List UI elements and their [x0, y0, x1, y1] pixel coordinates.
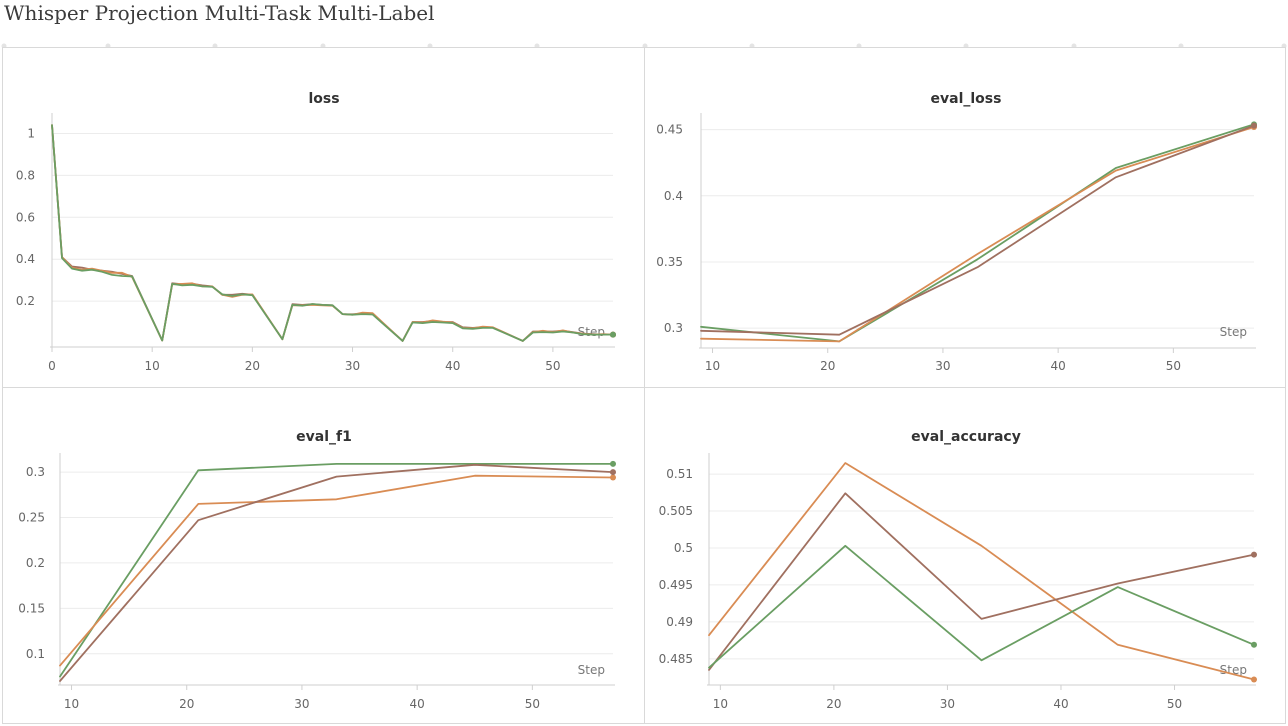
eval-f1-ytick-label: 0.1	[26, 647, 45, 661]
eval-f1-ytick-label: 0.15	[18, 601, 45, 615]
loss-series-line[interactable]	[51, 124, 614, 342]
loss-series-line[interactable]	[51, 124, 614, 342]
eval-loss-series-line[interactable]	[700, 124, 1255, 336]
eval-accuracy-ytick-label: 0.51	[666, 467, 693, 481]
chart-eval-f1: eval_f1 0.1 0.15 0.2 0.25 0.3 10 20 30 40 50 Step	[18, 429, 616, 711]
eval-accuracy-xtick-label: 10	[713, 697, 728, 711]
eval-loss-ytick-label: 0.4	[664, 189, 683, 203]
eval-accuracy-series-line[interactable]	[708, 462, 1255, 681]
eval-f1-xtick-label: 40	[410, 697, 425, 711]
eval-f1-xlabel: Step	[578, 663, 605, 677]
chart-eval-accuracy: eval_accuracy 0.485 0.49 0.495 0.5 0.505 0.51 1…	[659, 429, 1257, 711]
eval-accuracy-ytick-label: 0.495	[659, 578, 693, 592]
loss-ytick-label: 0.2	[16, 294, 35, 308]
eval-loss-xtick-label: 40	[1051, 359, 1066, 373]
eval-loss-ytick-label: 0.45	[656, 123, 683, 137]
loss-xtick-label: 10	[145, 359, 160, 373]
eval-accuracy-xtick-label: 50	[1167, 697, 1182, 711]
eval-loss-ytick-label: 0.35	[656, 255, 683, 269]
eval-f1-xtick-label: 50	[525, 697, 540, 711]
eval-accuracy-xtick-label: 30	[940, 697, 955, 711]
loss-ytick-label: 1	[27, 126, 35, 140]
panel-eval-f1[interactable]: eval_f1 0.1 0.15 0.2 0.25 0.3 10 20 30 40 50 Step	[2, 387, 645, 724]
eval-accuracy-ytick-label: 0.49	[666, 615, 693, 629]
eval-f1-xtick-label: 20	[179, 697, 194, 711]
eval-loss-series-line[interactable]	[700, 123, 1255, 343]
eval-f1-series-endpoint[interactable]	[610, 460, 616, 467]
loss-title: loss	[308, 91, 339, 107]
loss-xtick-label: 20	[245, 359, 260, 373]
page-title: Whisper Projection Multi-Task Multi-Labe…	[4, 1, 435, 25]
panel-eval-accuracy[interactable]: eval_accuracy 0.485 0.49 0.495 0.5 0.505 0.51 1…	[644, 387, 1286, 724]
eval-f1-ytick-label: 0.3	[26, 465, 45, 479]
loss-xlabel: Step	[578, 325, 605, 339]
eval-f1-title: eval_f1	[296, 429, 352, 445]
eval-f1-ytick-label: 0.2	[26, 556, 45, 570]
eval-accuracy-ytick-label: 0.505	[659, 504, 693, 518]
loss-xtick-label: 30	[345, 359, 360, 373]
loss-series-endpoint[interactable]	[610, 331, 616, 338]
eval-accuracy-xtick-label: 20	[826, 697, 841, 711]
panel-eval-loss[interactable]: eval_loss 0.3 0.35 0.4 0.45 10 20 30 40 50 Step	[644, 47, 1286, 388]
loss-ytick-label: 0.6	[16, 210, 35, 224]
eval-loss-xtick-label: 50	[1166, 359, 1181, 373]
panel-loss[interactable]: loss 0.2 0.4 0.6 0.8 1 0 10 20 30 40 50 Step	[2, 47, 645, 388]
eval-f1-series-line[interactable]	[59, 463, 614, 678]
chart-eval-loss: eval_loss 0.3 0.35 0.4 0.45 10 20 30 40 50 Step	[656, 91, 1257, 373]
eval-f1-series-line[interactable]	[59, 474, 614, 667]
eval-f1-ytick-label: 0.25	[18, 511, 45, 525]
eval-accuracy-series-endpoint[interactable]	[1251, 641, 1257, 648]
eval-f1-series-endpoint[interactable]	[610, 474, 616, 481]
loss-xtick-label: 40	[445, 359, 460, 373]
loss-xtick-label: 50	[545, 359, 560, 373]
eval-accuracy-series-line[interactable]	[708, 492, 1255, 671]
loss-xtick-label: 0	[48, 359, 56, 373]
loss-series-line[interactable]	[51, 124, 614, 342]
loss-ytick-label: 0.4	[16, 252, 35, 266]
eval-loss-xtick-label: 20	[820, 359, 835, 373]
eval-f1-series-endpoint[interactable]	[610, 469, 616, 476]
eval-accuracy-series-endpoint[interactable]	[1251, 676, 1257, 683]
eval-loss-series-endpoint[interactable]	[1251, 122, 1257, 129]
eval-loss-series-line[interactable]	[700, 126, 1255, 343]
eval-f1-xtick-label: 10	[64, 697, 79, 711]
eval-accuracy-series-line[interactable]	[708, 544, 1255, 669]
eval-accuracy-ytick-label: 0.485	[659, 652, 693, 666]
eval-accuracy-series-endpoint[interactable]	[1251, 551, 1257, 558]
eval-accuracy-ytick-label: 0.5	[674, 541, 693, 555]
eval-loss-xlabel: Step	[1220, 325, 1247, 339]
eval-f1-series-line[interactable]	[59, 463, 614, 682]
eval-loss-xtick-label: 10	[705, 359, 720, 373]
loss-ytick-label: 0.8	[16, 168, 35, 182]
eval-loss-ytick-label: 0.3	[664, 321, 683, 335]
eval-loss-title: eval_loss	[931, 91, 1002, 107]
eval-loss-xtick-label: 30	[935, 359, 950, 373]
eval-accuracy-xlabel: Step	[1220, 663, 1247, 677]
eval-f1-xtick-label: 30	[294, 697, 309, 711]
eval-accuracy-xtick-label: 40	[1053, 697, 1068, 711]
eval-accuracy-title: eval_accuracy	[911, 429, 1021, 445]
